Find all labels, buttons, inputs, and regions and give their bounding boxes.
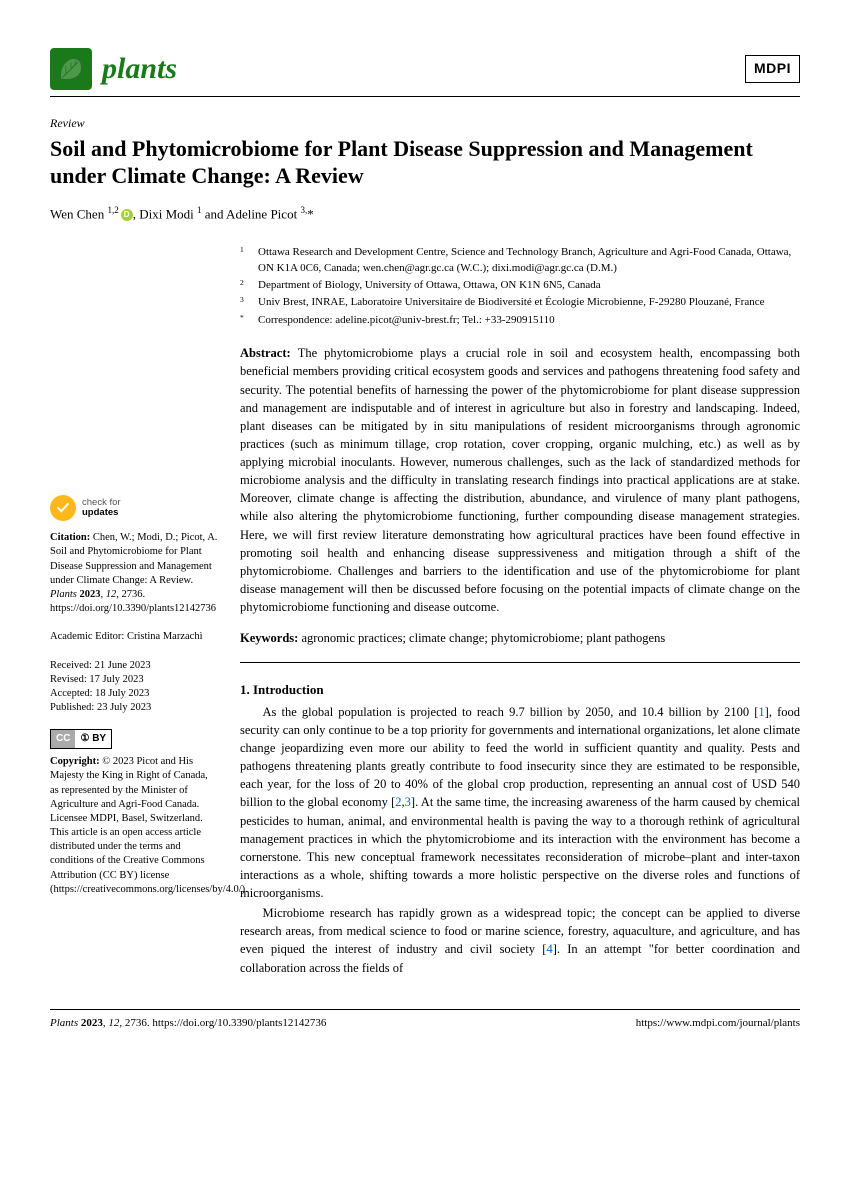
- check-updates-label: check for updates: [82, 498, 121, 519]
- divider: [240, 662, 800, 663]
- cc-license-icon: CC① BY: [50, 729, 112, 749]
- body-text: As the global population is projected to…: [240, 703, 800, 977]
- footer-right: https://www.mdpi.com/journal/plants: [636, 1016, 800, 1031]
- date-published: Published: 23 July 2023: [50, 701, 218, 715]
- sidebar: check for updates Citation: Chen, W.; Mo…: [50, 245, 218, 978]
- academic-editor: Academic Editor: Cristina Marzachì: [50, 630, 218, 644]
- keywords: Keywords: agronomic practices; climate c…: [240, 630, 800, 648]
- article-title: Soil and Phytomicrobiome for Plant Disea…: [50, 135, 800, 190]
- dates-block: Received: 21 June 2023 Revised: 17 July …: [50, 659, 218, 716]
- copyright-block: Copyright: © 2023 Picot and His Majesty …: [50, 755, 218, 897]
- footer-left: Plants 2023, 12, 2736. https://doi.org/1…: [50, 1016, 326, 1031]
- page-header: plants MDPI: [50, 48, 800, 97]
- check-updates-icon: [50, 495, 76, 521]
- page-footer: Plants 2023, 12, 2736. https://doi.org/1…: [50, 1009, 800, 1031]
- affiliations: 1Ottawa Research and Development Centre,…: [240, 245, 800, 328]
- section-heading: 1. Introduction: [240, 681, 800, 699]
- journal-name: plants: [102, 48, 177, 90]
- publisher-badge: MDPI: [745, 55, 800, 83]
- journal-logo-icon: [50, 48, 92, 90]
- citation-block: Citation: Chen, W.; Modi, D.; Picot, A. …: [50, 531, 218, 616]
- author-list: Wen Chen 1,2, Dixi Modi 1 and Adeline Pi…: [50, 204, 800, 224]
- check-updates-badge[interactable]: check for updates: [50, 495, 218, 521]
- main-column: 1Ottawa Research and Development Centre,…: [240, 245, 800, 978]
- date-accepted: Accepted: 18 July 2023: [50, 687, 218, 701]
- citation-ref[interactable]: 2: [395, 795, 401, 809]
- article-type: Review: [50, 115, 800, 132]
- journal-brand: plants: [50, 48, 177, 90]
- date-revised: Revised: 17 July 2023: [50, 673, 218, 687]
- abstract: Abstract: The phytomicrobiome plays a cr…: [240, 344, 800, 616]
- date-received: Received: 21 June 2023: [50, 659, 218, 673]
